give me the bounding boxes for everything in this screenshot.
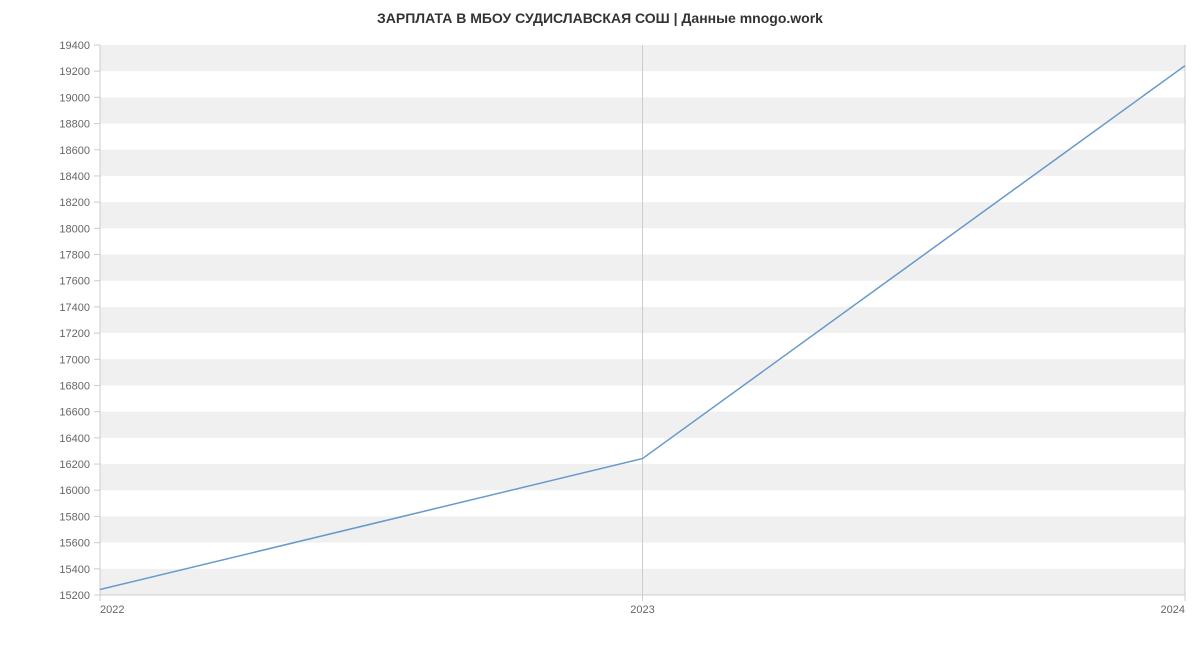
y-tick-label: 17000 bbox=[59, 354, 90, 366]
y-tick-label: 15800 bbox=[59, 511, 90, 523]
x-tick-label: 2024 bbox=[1161, 604, 1185, 616]
y-tick-label: 18600 bbox=[59, 145, 90, 157]
salary-chart: ЗАРПЛАТА В МБОУ СУДИСЛАВСКАЯ СОШ | Данны… bbox=[0, 0, 1200, 650]
y-tick-label: 18400 bbox=[59, 171, 90, 183]
y-tick-label: 16200 bbox=[59, 459, 90, 471]
y-tick-label: 17400 bbox=[59, 302, 90, 314]
y-tick-label: 18800 bbox=[59, 119, 90, 131]
y-tick-label: 19200 bbox=[59, 66, 90, 78]
y-tick-label: 15400 bbox=[59, 564, 90, 576]
y-tick-label: 19400 bbox=[59, 40, 90, 52]
chart-svg: 15200 15400 15600 15800 16000 16200 16400 16600… bbox=[0, 0, 1200, 650]
y-tick-label: 16800 bbox=[59, 380, 90, 392]
y-tick-label: 19000 bbox=[59, 92, 90, 104]
y-tick-label: 15600 bbox=[59, 538, 90, 550]
y-tick-label: 18000 bbox=[59, 223, 90, 235]
x-tick-label: 2023 bbox=[630, 604, 654, 616]
y-tick-label: 17200 bbox=[59, 328, 90, 340]
x-tick-label: 2022 bbox=[100, 604, 124, 616]
y-tick-label: 18200 bbox=[59, 197, 90, 209]
y-tick-label: 16600 bbox=[59, 407, 90, 419]
chart-title: ЗАРПЛАТА В МБОУ СУДИСЛАВСКАЯ СОШ | Данны… bbox=[0, 10, 1200, 26]
y-tick-label: 17800 bbox=[59, 250, 90, 262]
y-tick-label: 16000 bbox=[59, 485, 90, 497]
y-tick-label: 16400 bbox=[59, 433, 90, 445]
y-tick-label: 15200 bbox=[59, 590, 90, 602]
y-tick-label: 17600 bbox=[59, 276, 90, 288]
